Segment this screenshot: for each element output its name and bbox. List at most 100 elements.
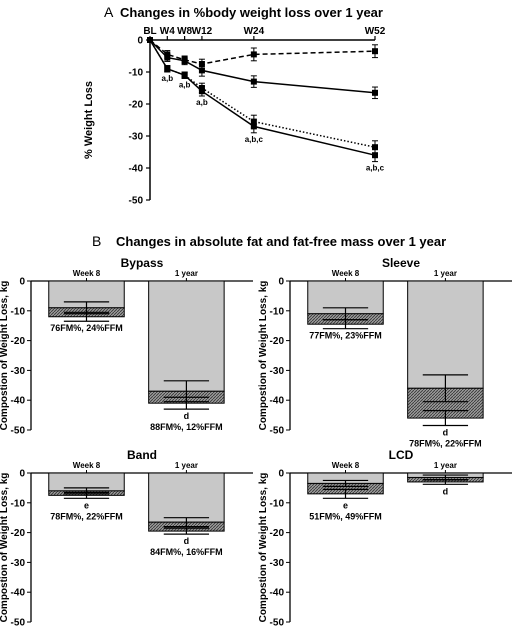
y-tick-label-a: -40 — [129, 164, 144, 175]
data-point — [372, 48, 378, 55]
y-tick-label: -20 — [270, 528, 285, 539]
y-tick-label-a: -30 — [129, 132, 144, 143]
chart-title-b: Changes in absolute fat and fat-free mas… — [116, 234, 446, 249]
y-tick-label: 0 — [278, 277, 284, 288]
y-axis-label: Compostion of Weight Loss, kg — [0, 473, 10, 623]
y-axis-label: Compostion of Weight Loss, kg — [258, 473, 269, 623]
data-point — [181, 57, 188, 64]
chart-title-a: Changes in %body weight loss over 1 year — [120, 5, 383, 20]
x-tick-label-a: W8 — [177, 26, 192, 37]
y-tick-label: -30 — [270, 366, 285, 377]
composition-annotation: 51FM%, 49%FFM — [309, 511, 382, 521]
bar-fat-mass — [148, 280, 225, 392]
bar-fat-mass — [307, 280, 384, 315]
x-tick-label-a: W52 — [365, 26, 386, 37]
bar-fat-mass — [148, 472, 225, 523]
y-tick-label: -40 — [270, 588, 285, 599]
point-label: a,b — [196, 98, 208, 107]
x-tick-label-a: W12 — [192, 26, 213, 37]
y-tick-label-a: 0 — [137, 36, 143, 47]
x-tick-label: 1 year — [434, 269, 457, 278]
composition-annotation: 78FM%, 22%FFM — [50, 511, 123, 521]
data-point — [198, 88, 205, 95]
significance-label: d — [184, 536, 190, 546]
x-tick-label-a: BL — [143, 26, 156, 37]
data-point — [250, 78, 257, 85]
data-point — [147, 37, 153, 43]
y-axis-label: Compostion of Weight Loss, kg — [0, 281, 10, 431]
y-tick-label-a: -20 — [129, 100, 144, 111]
composition-annotation: 84FM%, 16%FFM — [150, 547, 223, 557]
composition-annotation: 88FM%, 12%FFM — [150, 422, 223, 432]
x-tick-label: 1 year — [434, 461, 457, 470]
significance-label: d — [443, 486, 449, 496]
panel-a-axes: 0 -10 -20 -30 -40 -50 BL W4 W8 W12 W24 W52 % Weight … — [83, 26, 386, 207]
x-tick-label: 1 year — [175, 269, 198, 278]
y-tick-label: -10 — [270, 306, 285, 317]
y-tick-label: -40 — [11, 588, 26, 599]
y-tick-label: -50 — [11, 426, 26, 437]
x-tick-label: Week 8 — [73, 269, 101, 278]
x-tick-label: Week 8 — [332, 461, 360, 470]
point-label: a,b — [179, 80, 191, 89]
y-tick-label: -10 — [11, 498, 26, 509]
x-tick-label: Week 8 — [332, 269, 360, 278]
y-tick-label-a: -50 — [129, 196, 144, 207]
significance-label: e — [84, 500, 89, 510]
y-axis-label-a: % Weight Loss — [83, 81, 95, 159]
y-tick-label: -50 — [270, 618, 285, 628]
y-tick-label: -10 — [11, 306, 26, 317]
data-point — [198, 61, 205, 67]
y-tick-label: -40 — [11, 396, 26, 407]
panel-letter-a: A — [104, 4, 114, 20]
y-tick-label: -30 — [11, 558, 26, 569]
composition-annotation: 78FM%, 22%FFM — [409, 439, 482, 449]
y-tick-label: 0 — [19, 277, 25, 288]
panel-letter-b: B — [92, 233, 101, 249]
y-tick-label: -20 — [270, 336, 285, 347]
data-point — [372, 144, 378, 151]
y-tick-label: -50 — [11, 618, 26, 628]
point-label: a,b,c — [245, 135, 264, 144]
bar-fat-mass — [407, 280, 484, 389]
y-tick-label: -40 — [270, 396, 285, 407]
y-tick-label: -20 — [11, 528, 26, 539]
y-tick-label: 0 — [278, 469, 284, 480]
y-tick-label: -10 — [270, 498, 285, 509]
point-label: a,b,c — [366, 164, 385, 173]
significance-label: d — [184, 411, 190, 421]
significance-label: e — [343, 500, 348, 510]
data-point — [164, 54, 171, 61]
significance-label: d — [443, 428, 449, 438]
series-path-4 — [149, 39, 376, 156]
series-line-1 — [147, 37, 378, 70]
data-point — [198, 67, 205, 74]
y-tick-label: -30 — [270, 558, 285, 569]
x-tick-label: 1 year — [175, 461, 198, 470]
data-point — [181, 72, 188, 79]
point-label: a,b — [162, 74, 174, 83]
y-axis-label: Compostion of Weight Loss, kg — [258, 281, 269, 431]
y-tick-label: -50 — [270, 426, 285, 437]
subplot-title: LCD — [389, 448, 414, 462]
y-tick-label: -30 — [11, 366, 26, 377]
subplot-title: Band — [127, 448, 157, 462]
x-tick-label-a: W24 — [244, 26, 265, 37]
composition-annotation: 76FM%, 24%FFM — [50, 323, 123, 333]
data-point — [250, 123, 257, 130]
series-line-4: a,b a,b a,b a,b,c a,b,c — [147, 37, 385, 173]
y-tick-label: 0 — [19, 469, 25, 480]
composition-annotation: 77FM%, 23%FFM — [309, 331, 382, 341]
y-tick-label: -20 — [11, 336, 26, 347]
y-tick-label-a: -10 — [129, 68, 144, 79]
x-tick-label-a: W4 — [160, 26, 175, 37]
x-tick-label: Week 8 — [73, 461, 101, 470]
data-point — [164, 65, 171, 72]
subplot-title: Sleeve — [382, 256, 420, 270]
data-point — [372, 89, 378, 96]
